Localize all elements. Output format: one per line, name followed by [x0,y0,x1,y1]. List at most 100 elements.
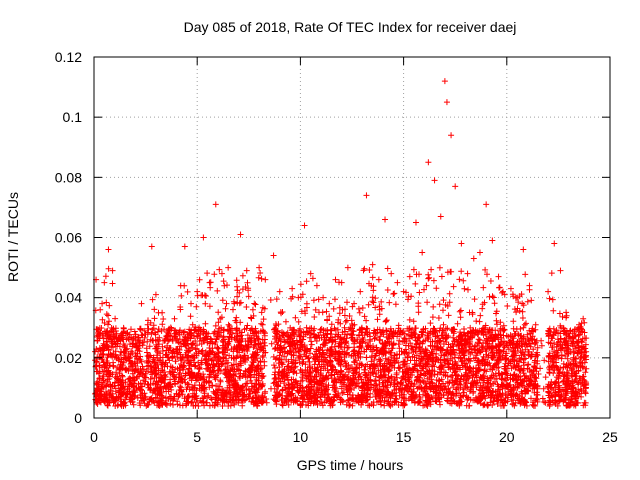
data-point [194,288,201,295]
data-point [489,237,496,244]
data-point [243,267,250,274]
data-point [576,321,583,328]
data-point [363,192,370,199]
data-point [545,288,552,295]
data-point [132,336,139,343]
data-point [443,99,450,106]
data-point [200,234,207,241]
data-point [483,201,490,208]
y-tick-label: 0.04 [55,290,82,306]
data-point [206,279,213,286]
data-point [557,267,564,274]
data-point [425,159,432,166]
y-tick-label: 0.06 [55,230,82,246]
data-point [476,249,483,256]
data-point [406,273,413,280]
data-point [113,330,120,337]
x-tick-label: 5 [193,429,201,445]
data-series [93,78,587,364]
data-point [105,246,112,253]
data-point [400,288,407,295]
data-point [382,216,389,223]
data-point [448,132,455,139]
data-point [171,315,178,322]
y-tick-label: 0 [74,410,82,426]
x-tick-label: 0 [90,429,98,445]
data-point [470,255,477,262]
data-point [338,279,345,286]
data-point [369,261,376,268]
plot-frame [93,56,611,419]
data-point [276,288,283,295]
y-tick-label: 0.08 [55,169,82,185]
data-point [437,213,444,220]
data-point [262,276,269,283]
data-point [295,294,302,301]
data-point [563,312,570,319]
data-point [514,294,521,301]
scatter-points [92,264,590,409]
x-tick-label: 20 [499,429,515,445]
data-point [357,288,364,295]
data-point [126,357,133,364]
data-point [282,318,289,325]
x-axis-label: GPS time / hours [297,457,404,473]
y-tick-label: 0.12 [55,49,82,65]
data-point [121,342,128,349]
data-point [181,243,188,250]
data-point [101,279,108,286]
data-point [520,246,527,253]
y-axis-label: ROTI / TECUs [5,192,21,282]
data-point [301,222,308,229]
data-point [289,285,296,292]
data-point [218,270,225,277]
data-point [237,231,244,238]
data-point [580,315,587,322]
data-point [144,321,151,328]
data-point [97,306,104,313]
y-tick-label: 0.1 [63,109,83,125]
data-point [225,264,232,271]
data-point [458,240,465,247]
data-point [159,309,166,316]
data-point [270,252,277,259]
data-point [313,282,320,289]
data-point [532,321,539,328]
data-point [165,327,172,334]
data-point [256,264,263,271]
data-point [188,300,195,307]
scatter-point-cloud [92,264,590,409]
data-point [419,249,426,256]
data-point [501,291,508,298]
data-point [344,264,351,271]
data-point [375,276,382,283]
data-point [452,183,459,190]
data-point [394,279,401,286]
data-point [152,291,159,298]
axis-ticks: 0 5 10 15 20 25 0 0.02 0.04 0.06 0.08 0.1 0.12 [55,49,618,445]
grid [94,57,610,418]
x-tick-label: 25 [602,429,618,445]
data-point [351,300,358,307]
data-point [569,330,576,337]
data-point [495,273,502,280]
data-point [538,342,545,349]
data-point [249,306,256,313]
data-point [138,300,145,307]
data-point [109,267,116,274]
data-point [177,282,184,289]
data-point [307,270,314,277]
data-point [388,270,395,277]
data-point [326,300,333,307]
data-point [441,78,448,85]
data-point [332,276,339,283]
x-tick-label: 15 [396,429,412,445]
data-point [526,282,533,289]
data-point [117,348,124,355]
data-point [231,300,238,307]
data-point [212,201,219,208]
data-point [320,294,327,301]
x-tick-label: 10 [293,429,309,445]
data-point [412,219,419,226]
